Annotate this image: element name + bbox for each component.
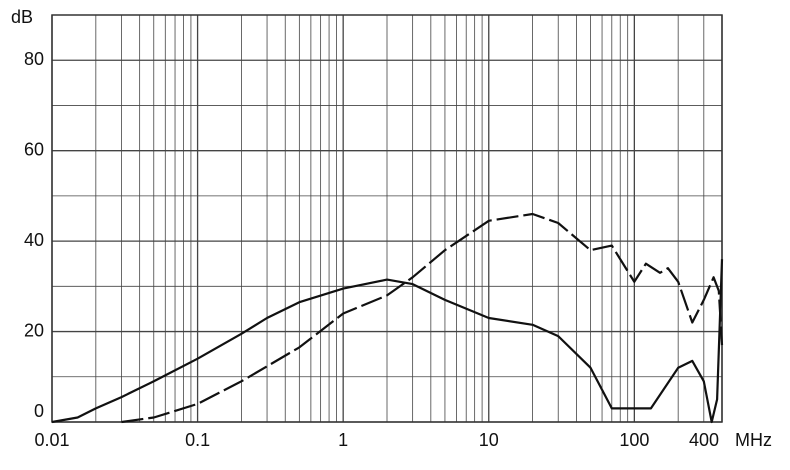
plot-frame bbox=[51, 14, 723, 423]
x-axis-label: MHz bbox=[735, 430, 772, 450]
y-tick-label: 60 bbox=[24, 139, 44, 159]
y-axis-label: dB bbox=[11, 7, 33, 27]
x-tick-label: 0.01 bbox=[34, 430, 69, 450]
y-tick-label: 20 bbox=[24, 320, 44, 340]
x-tick-label: 100 bbox=[619, 430, 649, 450]
x-tick-label: 400 bbox=[689, 430, 719, 450]
series-line bbox=[121, 212, 724, 424]
y-tick-label: 0 bbox=[34, 401, 44, 421]
y-tick-label: 40 bbox=[24, 230, 44, 250]
x-tick-label: 1 bbox=[338, 430, 348, 450]
series-line bbox=[51, 259, 724, 424]
x-tick-label: 0.1 bbox=[185, 430, 210, 450]
x-tick-label: 10 bbox=[479, 430, 499, 450]
y-tick-label: 80 bbox=[24, 49, 44, 69]
